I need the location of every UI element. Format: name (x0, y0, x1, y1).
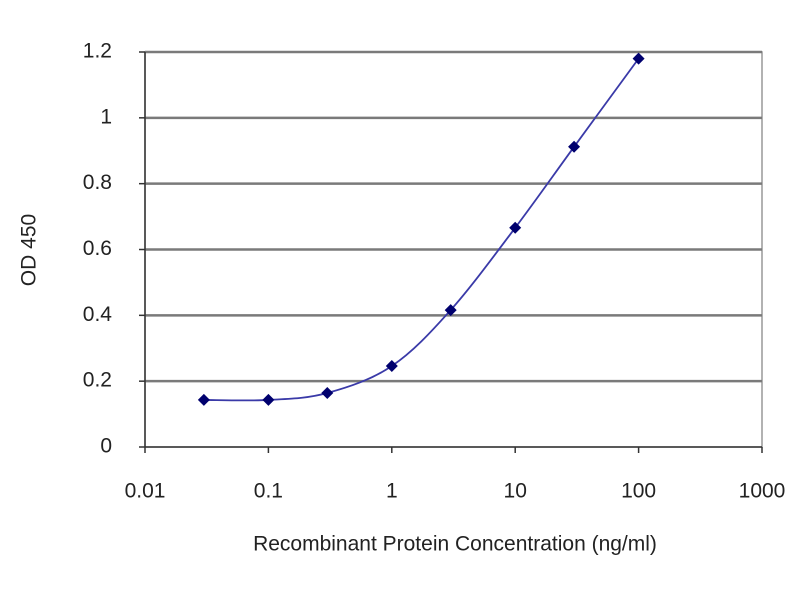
data-point (262, 393, 275, 406)
data-point (197, 393, 210, 406)
data-point (385, 360, 398, 373)
x-tick-label: 100 (621, 480, 656, 503)
y-tick-label: 0.2 (83, 369, 112, 392)
y-tick-label: 0 (100, 435, 112, 458)
x-tick-label: 1000 (739, 480, 786, 503)
data-point (444, 304, 457, 317)
y-tick-label: 0.8 (83, 171, 112, 194)
x-tick-label: 10 (504, 480, 527, 503)
x-tick-label: 1 (386, 480, 398, 503)
y-tick-label: 0.4 (83, 303, 113, 326)
data-point (321, 387, 334, 400)
y-axis-label: OD 450 (18, 214, 41, 286)
y-tick-label: 0.6 (83, 237, 112, 260)
y-tick-label: 1 (100, 105, 112, 128)
x-tick-label: 0.01 (125, 480, 166, 503)
data-point (568, 140, 581, 153)
y-tick-label: 1.2 (83, 40, 112, 63)
data-point (509, 221, 522, 234)
data-point (632, 52, 645, 65)
x-tick-label: 0.1 (254, 480, 283, 503)
x-axis-label: Recombinant Protein Concentration (ng/ml… (253, 533, 657, 556)
